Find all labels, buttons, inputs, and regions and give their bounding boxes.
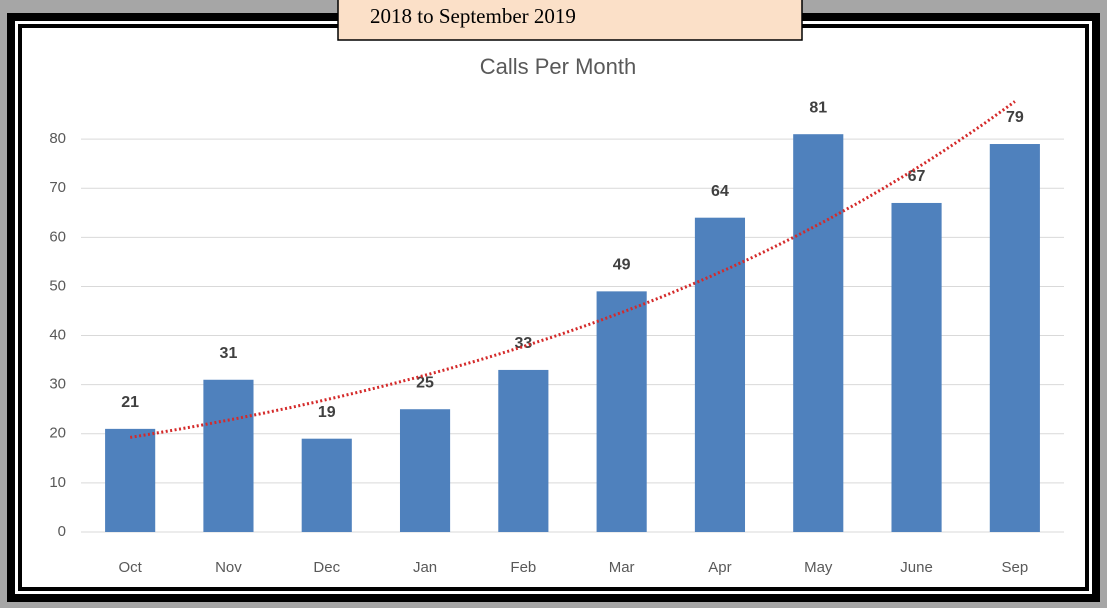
bar [694, 217, 746, 532]
bar [891, 202, 942, 532]
data-label: 67 [908, 168, 926, 185]
x-tick-label: Jan [413, 559, 437, 576]
data-label: 33 [514, 335, 532, 352]
y-tick-label: 70 [49, 179, 66, 196]
x-tick-label: Apr [708, 559, 731, 576]
y-tick-label: 50 [49, 277, 66, 294]
data-label: 25 [416, 374, 434, 391]
y-tick-label: 80 [49, 130, 66, 147]
data-label: 79 [1006, 109, 1024, 126]
bar [793, 134, 844, 532]
x-tick-label: Mar [609, 559, 635, 576]
y-tick-label: 30 [49, 376, 66, 393]
y-tick-label: 40 [49, 327, 66, 344]
y-tick-label: 20 [49, 425, 66, 442]
x-tick-label: Nov [215, 559, 242, 576]
bar [498, 369, 549, 532]
x-tick-label: Feb [510, 559, 536, 576]
bar [989, 144, 1040, 532]
y-tick-label: 10 [49, 474, 66, 491]
data-label: 21 [121, 394, 139, 411]
x-tick-label: Sep [1001, 559, 1028, 576]
callout-text: 2018 to September 2019 [370, 4, 576, 28]
bar [203, 379, 254, 532]
y-tick-label: 60 [49, 228, 66, 245]
bar [105, 428, 156, 532]
data-label: 49 [613, 257, 631, 274]
x-tick-label: Oct [118, 559, 142, 576]
bar [399, 409, 451, 532]
data-label: 81 [809, 99, 827, 116]
chart-title: Calls Per Month [480, 54, 637, 79]
data-label: 64 [711, 183, 729, 200]
x-tick-label: May [804, 559, 833, 576]
bar [301, 438, 352, 532]
x-tick-label: Dec [313, 559, 340, 576]
data-label: 19 [318, 404, 336, 421]
trendline [129, 100, 1016, 439]
callout-box [337, 0, 803, 41]
data-label: 31 [220, 345, 238, 362]
bar [596, 291, 647, 532]
y-tick-label: 0 [58, 523, 66, 540]
x-tick-label: June [900, 559, 933, 576]
